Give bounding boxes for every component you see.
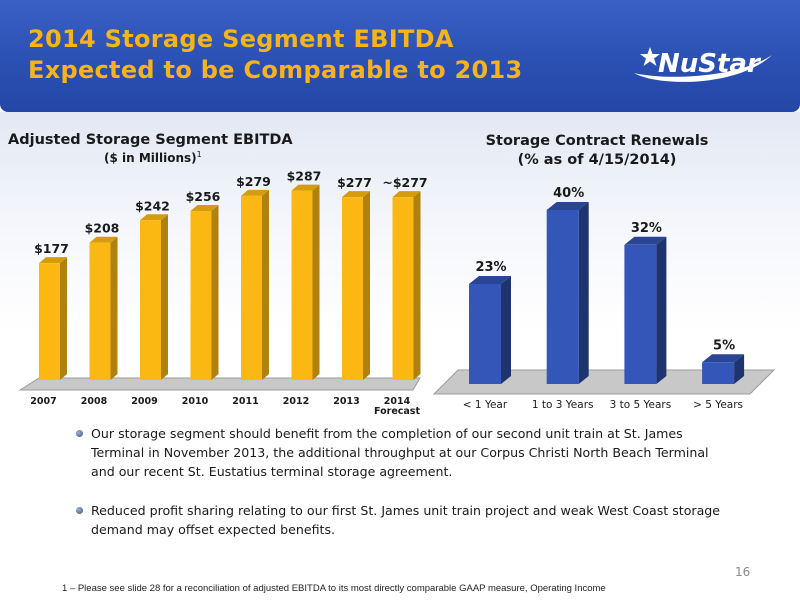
bar-front — [392, 197, 414, 380]
left-chart-subtitle: ($ in Millions)1 — [104, 150, 202, 165]
right-category-label: 1 to 3 Years — [532, 399, 594, 411]
right-data-label: 40% — [553, 186, 584, 201]
footnote-marker: 1 — [196, 150, 202, 159]
left-data-label: $177 — [34, 241, 69, 256]
bar-top — [140, 214, 168, 221]
right-category-label: 3 to 5 Years — [610, 399, 672, 411]
left-chart-floor — [18, 377, 421, 391]
bar-front — [190, 211, 212, 380]
left-data-label: $242 — [135, 198, 170, 213]
right-data-label: 32% — [631, 221, 662, 236]
left-data-label: $277 — [337, 175, 372, 190]
left-bar-2012 — [291, 184, 320, 380]
bar-front — [241, 195, 262, 380]
bar-front — [469, 283, 501, 384]
bullet-icon — [76, 430, 83, 437]
bar-top — [702, 354, 745, 363]
bar-front — [546, 210, 579, 384]
bar-top — [89, 236, 118, 243]
bar-top — [342, 191, 370, 198]
bar-top — [546, 202, 589, 210]
left-data-label: $287 — [287, 169, 322, 184]
bar-top — [291, 184, 320, 191]
bar-side — [363, 191, 370, 380]
right-bar-4 — [702, 354, 745, 384]
left-bar-2007 — [39, 257, 67, 380]
bar-front — [39, 263, 60, 380]
left-bar-2009 — [140, 214, 168, 380]
bar-front — [342, 197, 363, 380]
left-data-label: $279 — [236, 174, 271, 189]
left-data-label: ~$277 — [382, 175, 427, 190]
bar-side — [211, 205, 219, 380]
bullet-item: Reduced profit sharing relating to our f… — [76, 501, 736, 539]
bar-side — [734, 354, 745, 384]
page-title: 2014 Storage Segment EBITDA Expected to … — [28, 24, 523, 86]
bullet-text: Reduced profit sharing relating to our f… — [91, 503, 721, 537]
left-chart-subtitle-text: ($ in Millions) — [104, 151, 197, 165]
left-bar-2010 — [190, 205, 219, 380]
left-category-label: 2008 — [81, 396, 108, 407]
bar-front — [140, 220, 161, 380]
left-bar-2014 — [392, 191, 421, 380]
footnote: 1 – Please see slide 28 for a reconcilia… — [62, 583, 606, 594]
logo-wordmark: NuStar — [658, 49, 762, 79]
left-category-label: 2012 — [283, 396, 309, 407]
bar-side — [656, 236, 667, 384]
bar-front — [291, 190, 313, 380]
bar-side — [161, 214, 168, 380]
bar-top — [241, 189, 269, 196]
bar-side — [501, 275, 511, 384]
bar-top — [469, 275, 511, 284]
bar-side — [312, 184, 320, 380]
right-chart-title-block: Storage Contract Renewals (% as of 4/15/… — [452, 132, 742, 170]
bar-side — [413, 191, 421, 380]
left-category-label: 2011 — [232, 396, 258, 407]
right-bar-3 — [624, 236, 667, 384]
bullet-icon — [76, 507, 83, 514]
bullet-list: Our storage segment should benefit from … — [76, 424, 736, 559]
left-category-note: Forecast — [374, 406, 420, 417]
right-chart-floor — [432, 369, 776, 395]
bar-top — [624, 236, 667, 245]
bar-front — [624, 244, 657, 384]
bar-top — [190, 205, 219, 212]
bar-top — [392, 191, 421, 198]
left-data-label: $208 — [85, 221, 120, 236]
left-chart-title: Adjusted Storage Segment EBITDA — [8, 132, 293, 148]
left-category-label: 2014 — [384, 396, 411, 407]
bar-side — [578, 202, 589, 384]
right-chart-subtitle: (% as of 4/15/2014) — [517, 152, 677, 168]
header-banner: 2014 Storage Segment EBITDA Expected to … — [0, 0, 800, 112]
nustar-logo: NuStar — [634, 47, 772, 82]
right-bar-1 — [469, 275, 511, 384]
left-data-label: $256 — [186, 189, 221, 204]
right-bar-2 — [546, 202, 589, 384]
page-number: 16 — [735, 565, 751, 579]
bullet-item: Our storage segment should benefit from … — [76, 424, 736, 481]
bar-front — [702, 362, 735, 384]
left-category-label: 2009 — [131, 396, 157, 407]
left-bar-2008 — [89, 236, 118, 380]
left-category-label: 2007 — [30, 396, 56, 407]
title-line-2: Expected to be Comparable to 2013 — [28, 56, 523, 84]
bar-side — [110, 236, 118, 380]
right-category-label: > 5 Years — [693, 399, 743, 411]
right-data-label: 5% — [713, 338, 735, 353]
bar-top — [39, 257, 67, 264]
bar-front — [89, 242, 111, 380]
left-bar-2011 — [241, 189, 269, 380]
left-bar-2013 — [342, 191, 370, 380]
right-category-label: < 1 Year — [463, 399, 508, 411]
bar-side — [262, 189, 269, 380]
bullet-text: Our storage segment should benefit from … — [91, 426, 709, 479]
left-category-label: 2013 — [333, 396, 359, 407]
left-category-label: 2010 — [182, 396, 209, 407]
title-line-1: 2014 Storage Segment EBITDA — [28, 25, 454, 53]
right-chart-title: Storage Contract Renewals — [485, 133, 709, 149]
right-data-label: 23% — [475, 260, 506, 275]
bar-side — [60, 257, 67, 380]
